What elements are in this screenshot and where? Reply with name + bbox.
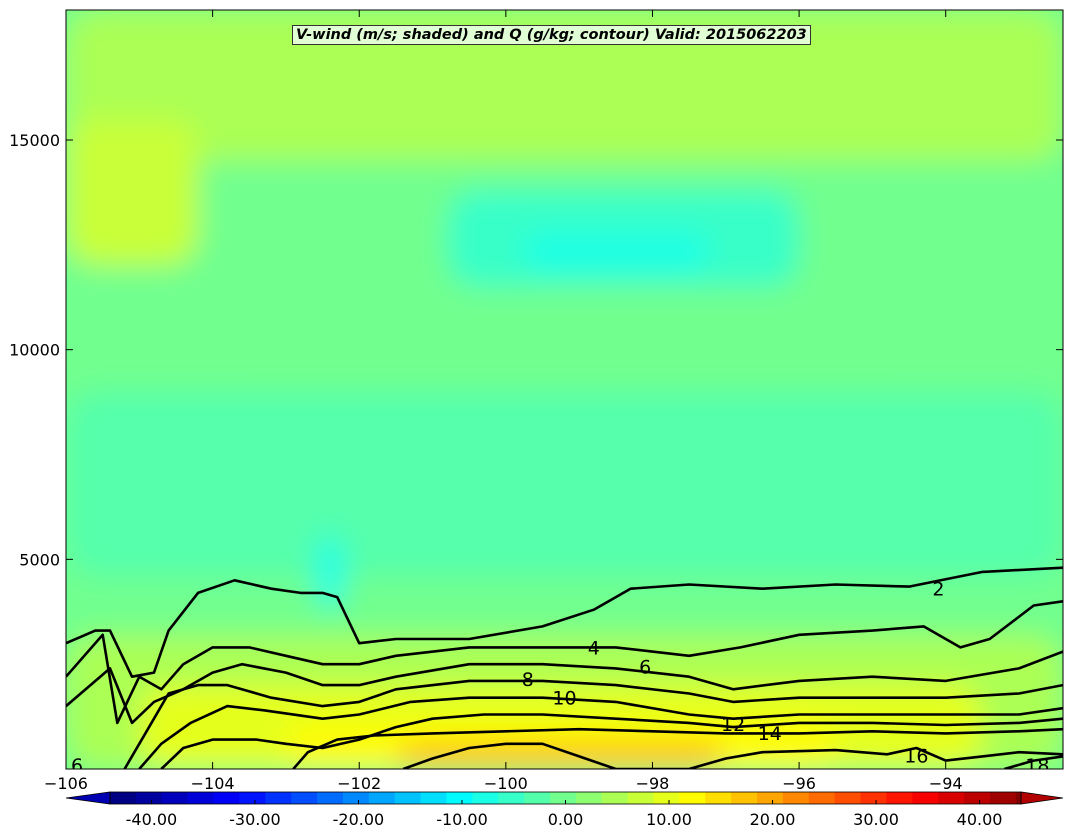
colorbar-segment xyxy=(989,792,1017,804)
colorbar-segment xyxy=(446,792,473,804)
colorbar-segment xyxy=(757,792,784,804)
y-tick-label: 15000 xyxy=(9,131,60,150)
colorbar-segment xyxy=(187,792,215,804)
contour-line-10 xyxy=(138,696,1063,769)
contour-label: 8 xyxy=(522,669,534,691)
colorbar-segment xyxy=(964,792,991,804)
field-region xyxy=(520,232,712,270)
y-tick-label: 5000 xyxy=(19,550,60,569)
colorbar: -40.00 -30.00 -20.00 -10.00 0.00 10.00 20.00 30… xyxy=(65,791,1064,829)
colorbar-segment xyxy=(524,792,551,804)
colorbar-segment xyxy=(342,792,370,804)
colorbar-segment xyxy=(394,792,422,804)
contour-line-12 xyxy=(160,713,1063,769)
colorbar-segment xyxy=(472,792,499,804)
colorbar-extend-low xyxy=(65,791,111,805)
contour-label: 6 xyxy=(639,656,651,678)
contour-label: 10 xyxy=(552,688,576,710)
colorbar-extend-high xyxy=(1020,791,1064,805)
contour-label-group: 10 xyxy=(552,688,576,710)
colorbar-tick-label: 30.00 xyxy=(853,810,899,829)
x-tick-label: −94 xyxy=(929,774,963,793)
contour-line-14 xyxy=(292,727,1063,769)
field-region xyxy=(66,119,198,266)
shaded-field xyxy=(66,10,1063,769)
colorbar-segment xyxy=(498,792,525,804)
contour-label: 12 xyxy=(721,714,745,736)
colorbar-segment xyxy=(834,792,862,804)
contour-line-18 xyxy=(1004,755,1063,769)
colorbar-segment xyxy=(860,792,888,804)
colorbar-segment xyxy=(886,792,913,804)
contour-label-group: 18 xyxy=(1025,755,1049,777)
contour-line-16 xyxy=(402,742,1063,769)
contour-label: 4 xyxy=(588,637,600,659)
colorbar-segment xyxy=(601,792,629,804)
colorbar-segment xyxy=(213,792,241,804)
contour-label: 18 xyxy=(1025,755,1049,777)
colorbar-segment xyxy=(1015,792,1022,804)
chart-title: V-wind (m/s; shaded) and Q (g/kg; contou… xyxy=(292,25,811,45)
colorbar-segment xyxy=(782,792,810,804)
colorbar-tick-label: -20.00 xyxy=(333,810,385,829)
colorbar-segment xyxy=(368,792,396,804)
contour-label: 16 xyxy=(904,746,928,768)
contour-line-6 xyxy=(66,650,1063,725)
contour-label: 14 xyxy=(758,723,782,745)
contour-line-2 xyxy=(66,566,1063,678)
contour-label-group: 16 xyxy=(904,746,928,768)
field-region xyxy=(315,534,345,610)
colorbar-segment xyxy=(291,792,318,804)
x-tick-label: −98 xyxy=(636,774,670,793)
x-tick-label: −104 xyxy=(191,774,235,793)
colorbar-segment xyxy=(731,792,758,804)
axes: −106 −104 −102 −100 −98 −96 −94 5000 10000 15000 xyxy=(9,10,1063,793)
contour-line-4 xyxy=(66,600,1063,725)
x-tick-label: −106 xyxy=(44,774,88,793)
colorbar-segment xyxy=(420,792,448,804)
colorbar-segment xyxy=(161,792,189,804)
colorbar-segment xyxy=(938,792,965,804)
contour-label-group: 4 xyxy=(588,637,600,659)
y-tick-label: 10000 xyxy=(9,341,60,360)
colorbar-segment xyxy=(627,792,655,804)
colorbar-tick-label: 40.00 xyxy=(957,810,1003,829)
contour-label-group: 12 xyxy=(721,714,745,736)
field-region xyxy=(395,741,726,769)
contour-lines: 2 4 6 8 10 12 14 16 18 6 xyxy=(66,566,1063,777)
field-region xyxy=(66,391,1063,577)
colorbar-segment xyxy=(110,792,137,804)
colorbar-segment xyxy=(265,792,292,804)
colorbar-segment xyxy=(912,792,939,804)
colorbar-tick-label: -40.00 xyxy=(126,810,178,829)
colorbar-segment xyxy=(808,792,836,804)
colorbar-tick-label: 20.00 xyxy=(750,810,796,829)
contour-label-group: 2 xyxy=(932,579,944,601)
colorbar-segment xyxy=(135,792,163,804)
colorbar-tick-label: -30.00 xyxy=(229,810,281,829)
colorbar-tick-label: -10.00 xyxy=(436,810,488,829)
colorbar-tick-label: 10.00 xyxy=(646,810,692,829)
colorbar-segment xyxy=(317,792,344,804)
colorbar-segment xyxy=(705,792,732,804)
contour-label-group: 14 xyxy=(758,723,782,745)
plot-frame xyxy=(65,9,1064,770)
colorbar-segment xyxy=(239,792,266,804)
colorbar-tick-label: 0.00 xyxy=(548,810,584,829)
field-region xyxy=(66,10,1063,161)
contour-label-group: 8 xyxy=(522,669,534,691)
colorbar-segment xyxy=(653,792,680,804)
contour-label-group: 6 xyxy=(639,656,651,678)
x-tick-label: −96 xyxy=(782,774,816,793)
contour-line-8 xyxy=(123,679,1063,769)
colorbar-segment xyxy=(549,792,577,804)
x-tick-label: −100 xyxy=(484,774,528,793)
colorbar-segment xyxy=(575,792,603,804)
contour-label: 2 xyxy=(932,579,944,601)
contour-label: 6 xyxy=(71,755,83,777)
x-tick-label: −102 xyxy=(337,774,381,793)
colorbar-segment xyxy=(679,792,706,804)
